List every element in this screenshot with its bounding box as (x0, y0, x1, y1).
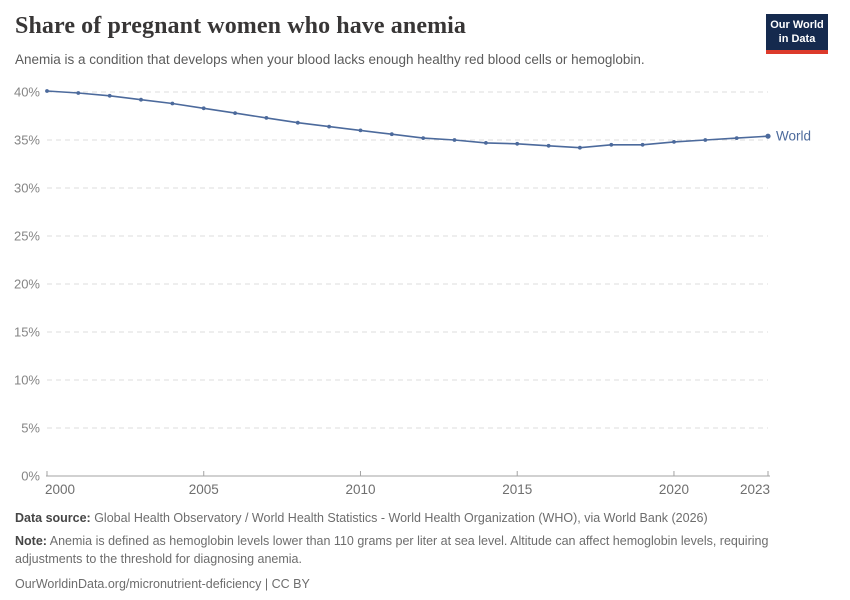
owid-logo-text: Our World in Data (766, 14, 828, 50)
data-point[interactable] (703, 138, 708, 142)
y-axis-tick-label: 25% (14, 229, 40, 244)
data-point[interactable] (233, 111, 238, 115)
data-point[interactable] (484, 141, 488, 145)
data-point[interactable] (734, 136, 739, 141)
x-axis-tick-label: 2000 (45, 482, 75, 497)
data-point[interactable] (76, 91, 81, 95)
data-point[interactable] (107, 93, 112, 98)
note-line: Note: Anemia is defined as hemoglobin le… (15, 532, 827, 569)
owid-logo-stripe (766, 49, 828, 54)
y-axis-tick-label: 35% (14, 133, 40, 148)
data-point[interactable] (546, 143, 551, 148)
series-line-world[interactable] (46, 90, 769, 149)
data-source-label: Data source: (15, 511, 91, 525)
data-point[interactable] (45, 89, 49, 93)
y-axis-tick-label: 0% (21, 469, 40, 484)
page-title: Share of pregnant women who have anemia (15, 13, 467, 39)
data-point[interactable] (358, 128, 363, 133)
note-text: Anemia is defined as hemoglobin levels l… (15, 533, 769, 567)
data-point[interactable] (672, 140, 676, 144)
x-axis-tick-label: 2010 (345, 482, 375, 497)
data-point[interactable] (170, 101, 175, 106)
x-axis-tick-label: 2023 (740, 482, 770, 497)
y-axis-tick-label: 40% (14, 85, 40, 100)
data-point[interactable] (515, 141, 520, 146)
owid-logo[interactable]: Our World in Data (766, 14, 828, 54)
owid-logo-line2: in Data (778, 33, 816, 46)
series-label-world[interactable]: World (776, 129, 811, 144)
data-point[interactable] (578, 145, 582, 150)
citation-link[interactable]: OurWorldinData.org/micronutrient-deficie… (15, 576, 310, 591)
y-axis-tick-label: 5% (21, 421, 40, 436)
y-axis-tick-label: 10% (14, 373, 40, 388)
page-subtitle: Anemia is a condition that develops when… (15, 52, 645, 67)
chart-footer: Data source: Global Health Observatory /… (15, 509, 827, 593)
owid-logo-line1: Our World (770, 19, 824, 31)
data-point[interactable] (609, 142, 614, 147)
data-point[interactable] (389, 132, 394, 137)
data-source-line: Data source: Global Health Observatory /… (15, 509, 827, 528)
data-source-text: Global Health Observatory / World Health… (90, 511, 708, 525)
data-point[interactable] (295, 120, 300, 125)
data-point[interactable] (452, 138, 457, 142)
data-point[interactable] (264, 116, 269, 120)
y-axis-tick-label: 30% (14, 181, 40, 196)
x-axis-tick-label: 2015 (502, 482, 532, 497)
data-point[interactable] (327, 124, 331, 129)
note-label: Note: (15, 533, 47, 548)
y-axis-tick-label: 15% (14, 325, 40, 340)
data-point[interactable] (640, 142, 645, 147)
data-point[interactable] (421, 136, 426, 141)
x-axis-tick-label: 2020 (659, 482, 689, 497)
x-axis-tick-label: 2005 (189, 482, 219, 497)
data-point[interactable] (765, 133, 771, 139)
y-axis-tick-label: 20% (14, 277, 40, 292)
data-point[interactable] (139, 97, 143, 102)
data-point[interactable] (201, 106, 206, 111)
